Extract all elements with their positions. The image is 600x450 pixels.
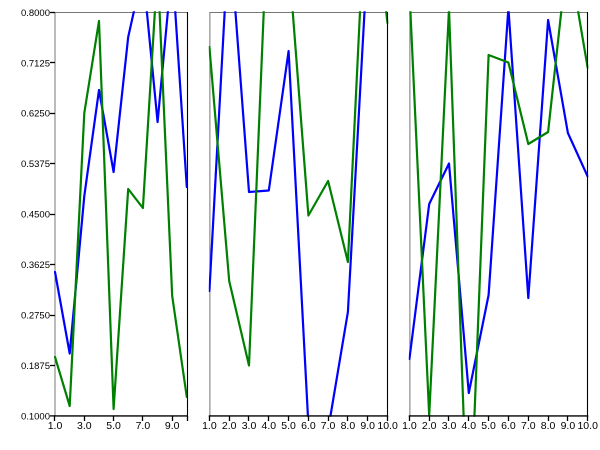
svg-text:0.2750: 0.2750 bbox=[21, 311, 50, 322]
svg-text:0.7125: 0.7125 bbox=[21, 58, 50, 69]
svg-text:7.0: 7.0 bbox=[321, 420, 336, 432]
svg-text:8.0: 8.0 bbox=[341, 420, 356, 432]
svg-text:5.0: 5.0 bbox=[106, 420, 121, 432]
svg-text:1.0: 1.0 bbox=[402, 420, 417, 432]
svg-text:0.4500: 0.4500 bbox=[21, 210, 50, 221]
svg-text:0.6250: 0.6250 bbox=[21, 109, 50, 120]
svg-text:5.0: 5.0 bbox=[281, 420, 296, 432]
svg-text:9.0: 9.0 bbox=[165, 420, 180, 432]
svg-text:1.0: 1.0 bbox=[48, 420, 63, 432]
svg-text:4.0: 4.0 bbox=[261, 420, 276, 432]
svg-text:2.0: 2.0 bbox=[422, 420, 437, 432]
svg-text:0.1875: 0.1875 bbox=[21, 361, 50, 372]
svg-text:3.0: 3.0 bbox=[242, 420, 257, 432]
svg-text:8.0: 8.0 bbox=[541, 420, 556, 432]
svg-text:7.0: 7.0 bbox=[521, 420, 536, 432]
svg-text:0.3625: 0.3625 bbox=[21, 260, 50, 271]
svg-text:7.0: 7.0 bbox=[136, 420, 151, 432]
svg-text:9.0: 9.0 bbox=[360, 420, 375, 432]
svg-text:0.8000: 0.8000 bbox=[21, 8, 50, 19]
svg-text:9.0: 9.0 bbox=[561, 420, 576, 432]
svg-text:0.5375: 0.5375 bbox=[21, 159, 50, 170]
svg-text:5.0: 5.0 bbox=[481, 420, 496, 432]
svg-text:10.0: 10.0 bbox=[377, 420, 398, 432]
svg-text:1.0: 1.0 bbox=[202, 420, 217, 432]
svg-text:10.0: 10.0 bbox=[577, 420, 598, 432]
svg-text:4.0: 4.0 bbox=[461, 420, 476, 432]
svg-text:2.0: 2.0 bbox=[222, 420, 237, 432]
svg-text:0.1000: 0.1000 bbox=[21, 412, 50, 423]
svg-text:6.0: 6.0 bbox=[301, 420, 316, 432]
svg-text:3.0: 3.0 bbox=[77, 420, 92, 432]
svg-text:6.0: 6.0 bbox=[501, 420, 516, 432]
svg-text:3.0: 3.0 bbox=[442, 420, 457, 432]
